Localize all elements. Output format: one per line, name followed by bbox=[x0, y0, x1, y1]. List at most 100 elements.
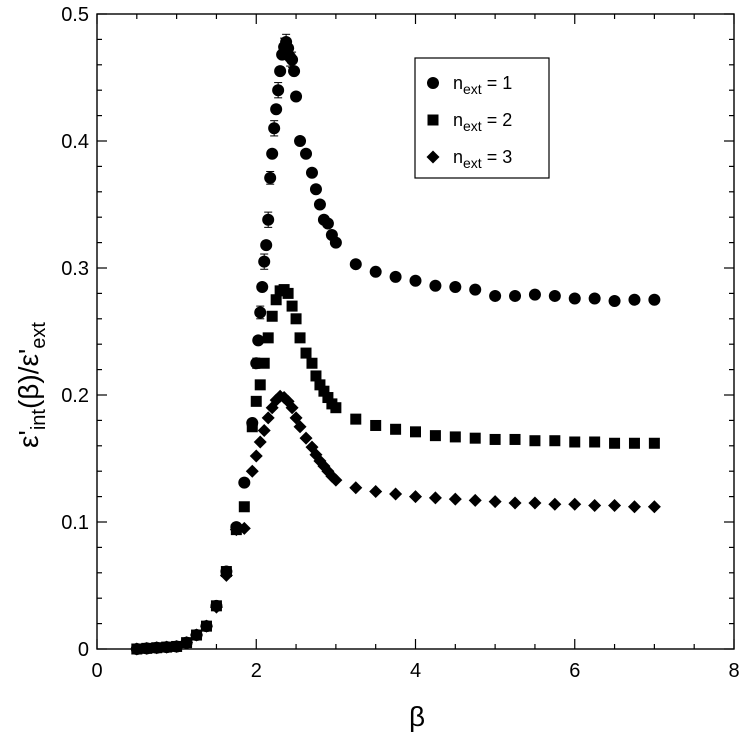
y-label-sub-ext: ext bbox=[28, 322, 50, 349]
data-point-square bbox=[322, 392, 334, 404]
data-point-square bbox=[648, 437, 660, 449]
data-markers bbox=[130, 35, 661, 656]
data-point-diamond bbox=[170, 639, 184, 653]
data-point-square bbox=[330, 402, 342, 414]
data-point-diamond bbox=[130, 642, 144, 656]
data-point-square bbox=[286, 300, 298, 312]
data-point-diamond bbox=[209, 600, 223, 614]
data-point-diamond bbox=[647, 500, 661, 514]
data-point-circle bbox=[628, 293, 641, 306]
data-point-diamond bbox=[508, 496, 522, 510]
data-point-circle bbox=[409, 274, 422, 287]
data-point-square bbox=[628, 437, 640, 449]
svg-text:ε'int(β)/ε'ext: ε'int(β)/ε'ext bbox=[13, 322, 50, 448]
x-tick-label: 6 bbox=[569, 660, 580, 682]
legend-marker-circle bbox=[427, 77, 439, 89]
data-point-circle bbox=[252, 334, 265, 347]
data-point-square bbox=[318, 385, 330, 397]
data-point-square bbox=[294, 332, 306, 344]
data-point-diamond bbox=[237, 521, 251, 535]
data-point-circle bbox=[469, 283, 482, 296]
series-1 bbox=[130, 35, 661, 655]
data-point-circle bbox=[272, 84, 285, 97]
data-point-diamond bbox=[245, 464, 259, 478]
data-point-diamond bbox=[627, 500, 641, 514]
y-label-main: ε' bbox=[13, 430, 44, 448]
data-point-circle bbox=[290, 90, 303, 103]
data-point-square bbox=[250, 395, 262, 407]
data-point-circle bbox=[270, 103, 283, 116]
axis-ticks bbox=[96, 13, 735, 650]
data-point-circle bbox=[608, 295, 621, 308]
legend-label: next = 3 bbox=[453, 147, 512, 171]
data-point-diamond bbox=[548, 497, 562, 511]
data-point-diamond bbox=[448, 492, 462, 506]
x-tick-label: 8 bbox=[728, 660, 739, 682]
x-tick-label: 0 bbox=[91, 660, 102, 682]
data-point-diamond bbox=[253, 435, 267, 449]
x-axis-label: β bbox=[409, 701, 425, 732]
data-point-circle bbox=[369, 265, 382, 278]
data-point-square bbox=[589, 436, 601, 448]
data-point-square bbox=[489, 433, 501, 445]
data-point-diamond bbox=[349, 481, 363, 495]
data-point-diamond bbox=[219, 568, 233, 582]
legend: next = 1 next = 2 next = 3 bbox=[414, 57, 550, 179]
data-point-diamond bbox=[180, 636, 194, 650]
data-point-square bbox=[306, 357, 318, 369]
legend-label: next = 1 bbox=[453, 73, 512, 97]
legend-marker-diamond bbox=[426, 150, 440, 164]
data-point-diamond bbox=[369, 485, 383, 499]
series-3 bbox=[130, 389, 661, 656]
data-point-square bbox=[549, 435, 561, 447]
data-point-square bbox=[569, 436, 581, 448]
data-point-diamond bbox=[285, 401, 299, 415]
axis-tick-labels: 0 2 4 6 8 0 0.1 0.2 0.3 0.4 0.5 bbox=[61, 4, 739, 682]
data-point-circle bbox=[509, 289, 522, 302]
data-point-diamond bbox=[160, 640, 174, 654]
data-point-circle bbox=[294, 135, 307, 147]
data-point-square bbox=[282, 287, 294, 299]
data-point-diamond bbox=[293, 420, 307, 434]
data-point-square bbox=[262, 332, 274, 344]
data-point-diamond bbox=[229, 523, 243, 537]
data-point-circle bbox=[274, 65, 287, 78]
data-point-circle bbox=[321, 217, 334, 230]
data-point-diamond bbox=[468, 493, 482, 507]
data-point-square bbox=[246, 421, 258, 433]
data-point-circle bbox=[258, 255, 271, 268]
data-point-circle bbox=[300, 147, 313, 160]
data-point-circle bbox=[528, 288, 541, 301]
data-point-circle bbox=[648, 293, 661, 306]
data-point-circle bbox=[254, 306, 267, 319]
y-tick-label: 0.5 bbox=[61, 4, 89, 26]
data-point-square bbox=[449, 431, 461, 443]
data-point-square bbox=[410, 426, 421, 438]
data-point-diamond bbox=[249, 449, 263, 463]
data-point-square bbox=[390, 423, 402, 435]
data-point-diamond bbox=[608, 498, 622, 512]
y-axis-label: ε'int(β)/ε'ext bbox=[13, 322, 50, 448]
data-point-circle bbox=[588, 292, 601, 305]
legend-marker-square bbox=[427, 114, 439, 126]
data-point-circle bbox=[309, 183, 322, 196]
y-label-sub-int: int bbox=[28, 409, 50, 431]
data-point-square bbox=[266, 310, 278, 322]
y-label-mid: (β)/ε' bbox=[13, 349, 44, 409]
data-point-square bbox=[609, 437, 621, 449]
y-tick-label: 0 bbox=[78, 639, 89, 661]
data-point-circle bbox=[489, 289, 502, 302]
data-point-circle bbox=[260, 239, 273, 252]
data-point-square bbox=[300, 347, 312, 359]
y-tick-label: 0.4 bbox=[61, 131, 89, 153]
data-point-circle bbox=[268, 122, 281, 135]
y-tick-label: 0.3 bbox=[61, 258, 89, 280]
data-point-square bbox=[509, 433, 521, 445]
data-point-square bbox=[238, 501, 250, 513]
data-point-circle bbox=[262, 213, 275, 226]
data-point-diamond bbox=[190, 628, 204, 642]
data-point-square bbox=[469, 432, 481, 444]
data-point-circle bbox=[429, 279, 442, 292]
series-2 bbox=[131, 284, 660, 655]
